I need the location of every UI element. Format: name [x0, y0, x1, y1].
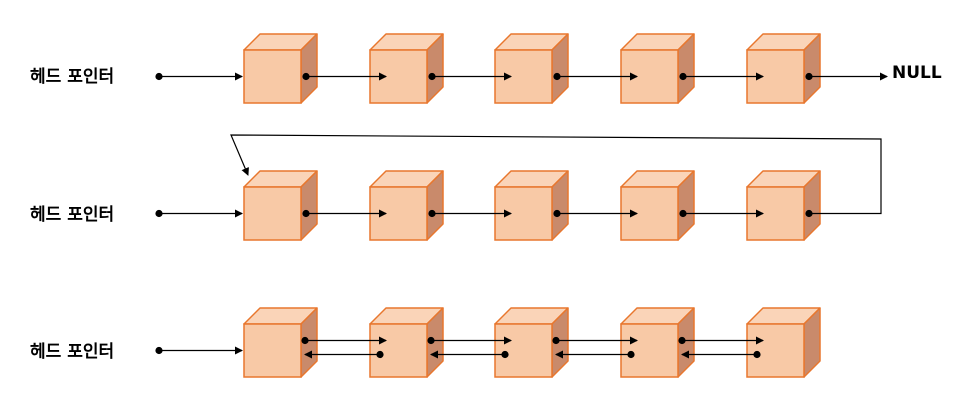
- head-pointer-label-doubly: 헤드 포인터: [30, 342, 114, 362]
- node-1: [243, 33, 318, 104]
- circular-linked-list: [155, 134, 882, 241]
- node-front-face: [243, 186, 302, 241]
- node-3: [494, 33, 569, 104]
- node-1: [243, 170, 318, 241]
- node-4: [620, 307, 695, 378]
- node-front-face: [369, 323, 428, 378]
- node-front-face: [620, 323, 679, 378]
- node-front-face: [243, 323, 302, 378]
- doubly-linked-list: [155, 307, 821, 378]
- null-label: NULL: [892, 63, 942, 83]
- node-5: [746, 33, 821, 104]
- node-3: [494, 307, 569, 378]
- node-2: [369, 170, 444, 241]
- node-1: [243, 307, 318, 378]
- node-2: [369, 307, 444, 378]
- node-4: [620, 33, 695, 104]
- node-5: [746, 170, 821, 241]
- head-pointer-label-circular: 헤드 포인터: [30, 205, 114, 225]
- node-2: [369, 33, 444, 104]
- node-front-face: [746, 323, 805, 378]
- head-pointer-label-singly: 헤드 포인터: [30, 67, 114, 87]
- circular-return-arrow: [230, 134, 882, 215]
- node-3: [494, 170, 569, 241]
- singly-linked-list: [155, 33, 888, 104]
- node-4: [620, 170, 695, 241]
- node-front-face: [494, 323, 553, 378]
- node-front-face: [243, 49, 302, 104]
- node-5: [746, 307, 821, 378]
